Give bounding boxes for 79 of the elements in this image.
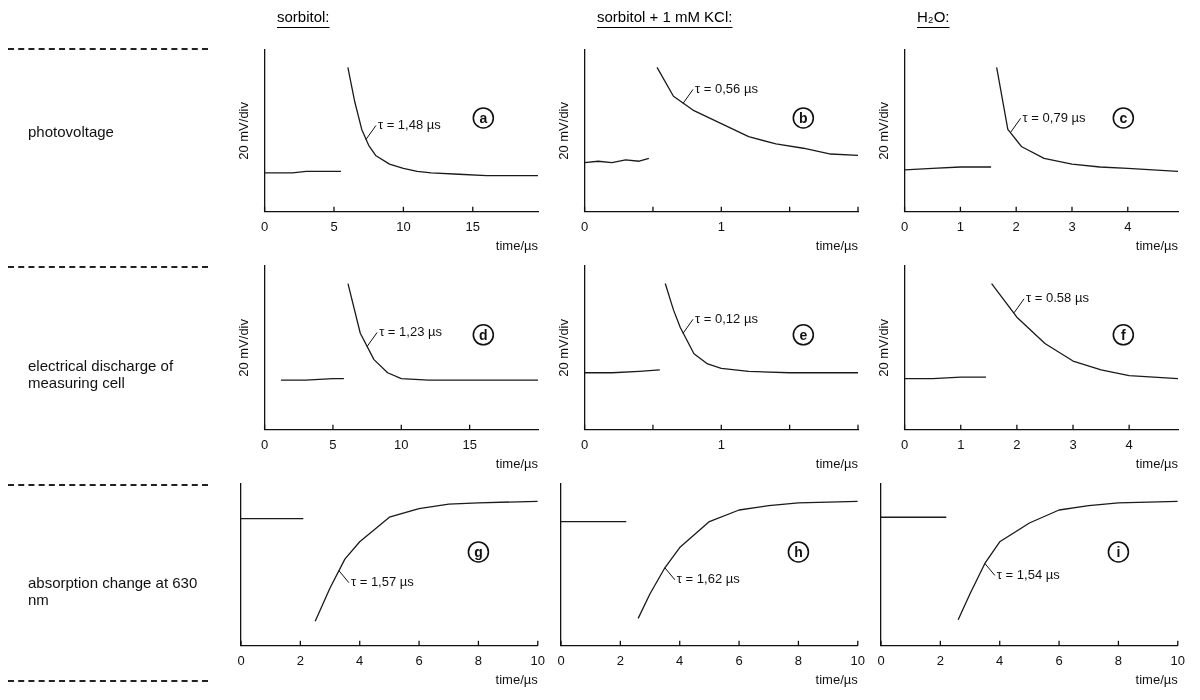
x-tick-label: 1 [717,219,725,235]
x-tick-label: 0 [580,219,589,235]
annotation: τ = 1,54 µs [996,567,1061,583]
x-tick-label: 10 [1170,653,1185,669]
x-tick-label: 10 [394,437,409,453]
x-tick-label: 4 [676,653,684,669]
x-tick-label: 0 [237,653,245,669]
x-tick-label: 4 [1124,219,1132,235]
x-tick-label: 0 [557,653,565,669]
x-tick-label: 8 [1114,653,1123,669]
x-tick-label: 8 [474,653,483,669]
x-tick-label: 0 [900,437,909,453]
x-axis-title: time/µs [495,455,539,471]
x-tick-label: 2 [296,653,304,669]
x-tick-label: 10 [530,653,545,669]
chart-title: sorbitol + 1 mM KCl: [597,8,733,25]
annotation: τ = 0.58 µs [1026,290,1090,306]
x-tick-label: 0 [580,437,589,453]
annotation: c [1119,109,1128,126]
annotation: a [479,109,488,126]
x-tick-label: 3 [1069,437,1077,453]
chart-title: H₂O: [917,8,950,25]
x-axis-title: time/µs [1135,237,1179,253]
text: photovoltage [28,123,115,140]
x-axis-title: time/µs [495,237,539,253]
x-tick-label: 5 [329,437,337,453]
x-tick-label: 2 [1012,219,1020,235]
y-axis-title: 20 mV/div [876,101,892,160]
x-tick-label: 10 [850,653,865,669]
y-axis-title: 20 mV/div [876,318,892,377]
annotation: τ = 1,48 µs [377,117,442,133]
annotation: g [474,543,483,560]
x-tick-label: 6 [415,653,423,669]
annotation: d [479,326,488,343]
chart-title: sorbitol: [277,8,330,25]
text: electrical discharge of measuring cell [28,357,175,391]
x-axis-title: time/µs [1135,671,1179,687]
x-tick-label: 2 [1013,437,1021,453]
x-tick-label: 0 [900,219,909,235]
annotation: τ = 0,79 µs [1022,109,1086,125]
annotation: τ = 0,12 µs [695,310,759,326]
x-tick-label: 15 [462,437,477,453]
annotation: τ = 1,23 µs [379,324,443,340]
annotation: τ = 1,57 µs [350,574,415,590]
x-tick-label: 0 [260,437,269,453]
x-tick-label: 8 [794,653,803,669]
y-axis-title: 20 mV/div [236,101,252,160]
x-tick-label: 4 [356,653,364,669]
y-axis-title: 20 mV/div [236,318,252,377]
x-tick-label: 0 [877,653,885,669]
y-axis-title: 20 mV/div [556,101,572,160]
annotation: b [799,109,808,126]
x-tick-label: 3 [1068,219,1076,235]
annotation: h [794,543,803,560]
x-tick-label: 1 [956,219,965,235]
annotation: τ = 0,56 µs [695,81,759,97]
x-axis-title: time/µs [1135,455,1179,471]
x-tick-label: 6 [1055,653,1063,669]
x-tick-label: 4 [1125,437,1133,453]
x-tick-label: 0 [260,219,269,235]
text: absorption change at 630 nm [28,574,199,608]
x-tick-label: 5 [330,219,338,235]
x-tick-label: 4 [996,653,1004,669]
x-tick-label: 1 [717,437,725,453]
y-axis-title: 20 mV/div [556,318,572,377]
x-tick-label: 6 [735,653,743,669]
annotation: i [1116,543,1121,560]
x-axis-title: time/µs [495,671,539,687]
x-tick-label: 10 [396,219,411,235]
annotation: e [799,326,808,343]
x-axis-title: time/µs [815,455,859,471]
annotation: f [1120,326,1126,343]
x-tick-label: 2 [616,653,624,669]
x-tick-label: 15 [465,219,481,235]
x-axis-title: time/µs [815,671,859,687]
x-tick-label: 1 [957,437,965,453]
x-axis-title: time/µs [815,237,859,253]
x-tick-label: 2 [936,653,944,669]
annotation: τ = 1,62 µs [676,571,741,587]
